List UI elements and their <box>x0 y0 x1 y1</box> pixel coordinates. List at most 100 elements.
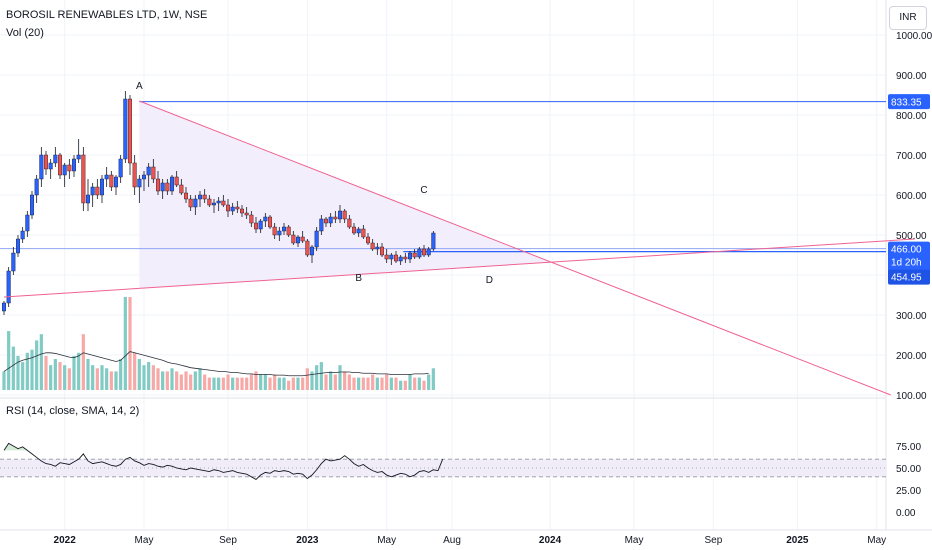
volume-indicator-label[interactable]: Vol (20) <box>6 27 44 39</box>
volume-bar <box>189 374 193 390</box>
candle-body <box>305 240 310 256</box>
rsi-line <box>3 442 444 480</box>
symbol-title[interactable]: BOROSIL RENEWABLES LTD, 1W, NSE <box>6 9 208 21</box>
candle-body <box>170 176 175 192</box>
volume-bar <box>263 374 267 390</box>
volume-bar <box>343 371 347 390</box>
candle-body <box>370 242 375 250</box>
volume-bar <box>268 377 272 390</box>
time-tick-label: Aug <box>443 535 461 546</box>
candle-body <box>398 256 403 262</box>
volume-bar <box>198 368 202 390</box>
ascending-trendline <box>3 238 915 298</box>
candle-body <box>6 270 11 304</box>
candle-body <box>300 236 305 242</box>
volume-bar <box>142 365 146 390</box>
last-price-tag: 466.00 <box>891 245 922 256</box>
volume-bar <box>417 377 421 390</box>
candle-body <box>104 174 109 180</box>
volume-bar <box>282 377 286 390</box>
rsi-indicator-label[interactable]: RSI (14, close, SMA, 14, 2) <box>6 405 140 417</box>
currency-button[interactable]: INR <box>889 6 927 30</box>
horizontal-levels[interactable] <box>0 101 886 253</box>
price-tick-label: 300.00 <box>896 311 927 322</box>
volume-bar <box>207 377 211 390</box>
candle-body <box>282 226 287 232</box>
volume-bar <box>291 377 295 390</box>
volume-bar <box>231 377 235 390</box>
volume-bar <box>324 374 328 390</box>
candle-body <box>198 194 203 200</box>
time-tick-label: May <box>867 535 886 546</box>
price-tick-label: 800.00 <box>896 111 927 122</box>
candle-body <box>375 246 380 250</box>
volume-bar <box>137 359 141 390</box>
volume-bar <box>240 377 244 390</box>
candle-body <box>258 220 263 230</box>
candle-body <box>277 230 282 236</box>
candle-body <box>426 248 431 256</box>
candle-body <box>352 226 357 234</box>
candle-body <box>2 302 6 312</box>
volume-bar <box>2 371 6 390</box>
candle-body <box>90 186 95 196</box>
candle-body <box>95 186 100 196</box>
volume-bar <box>170 368 174 390</box>
volume-bar <box>63 365 67 390</box>
candle-body <box>310 246 315 256</box>
candle-body <box>165 182 170 192</box>
candle-body <box>39 154 44 180</box>
volume-bar <box>245 377 249 390</box>
candle-body <box>412 252 417 258</box>
candle-body <box>53 154 58 164</box>
volume-bar <box>11 346 15 390</box>
time-tick-label: May <box>135 535 154 546</box>
time-tick-label: 2022 <box>54 535 77 546</box>
candle-body <box>207 198 212 206</box>
volume-bar <box>147 362 151 390</box>
candle-body <box>142 174 147 180</box>
volume-bar <box>184 371 188 390</box>
volume-bar <box>86 359 90 390</box>
candle-body <box>431 232 436 250</box>
candle-body <box>151 166 156 180</box>
volume-bar <box>394 377 398 390</box>
point-label-a: A <box>136 81 143 92</box>
candle-body <box>422 248 427 256</box>
time-tick-label: 2025 <box>786 535 809 546</box>
volume-bar <box>249 374 253 390</box>
volume-bar <box>305 368 309 390</box>
volume-bar <box>128 297 132 390</box>
volume-bar <box>422 380 426 390</box>
candle-body <box>174 176 179 186</box>
candle-body <box>58 154 63 176</box>
rsi-overbought-fill <box>4 443 28 451</box>
candle-body <box>244 212 249 216</box>
candle-body <box>81 154 86 204</box>
volume-bar <box>165 371 169 390</box>
candle-body <box>193 198 198 208</box>
volume-bar <box>273 374 277 390</box>
price-tick-label: 500.00 <box>896 231 927 242</box>
volume-bar <box>58 362 62 390</box>
level-price-tag: 833.35 <box>891 98 922 109</box>
volume-bar <box>431 368 435 390</box>
rsi-pane <box>0 442 886 480</box>
volume-bar <box>105 368 109 390</box>
candle-body <box>263 216 268 222</box>
candle-body <box>403 256 408 260</box>
candle-body <box>72 158 77 172</box>
descending-trendline <box>139 100 891 396</box>
price-tick-label: 100.00 <box>896 391 927 402</box>
candle-body <box>212 202 217 206</box>
candle-body <box>324 218 329 224</box>
volume-bar <box>91 365 95 390</box>
volume-bar <box>53 359 57 390</box>
level-price-tag-bg <box>888 94 930 110</box>
candle-body <box>123 98 128 160</box>
volume-bar <box>277 377 281 390</box>
trendlines[interactable] <box>3 100 915 396</box>
volume-bar <box>25 352 29 390</box>
candle-body <box>366 236 371 244</box>
